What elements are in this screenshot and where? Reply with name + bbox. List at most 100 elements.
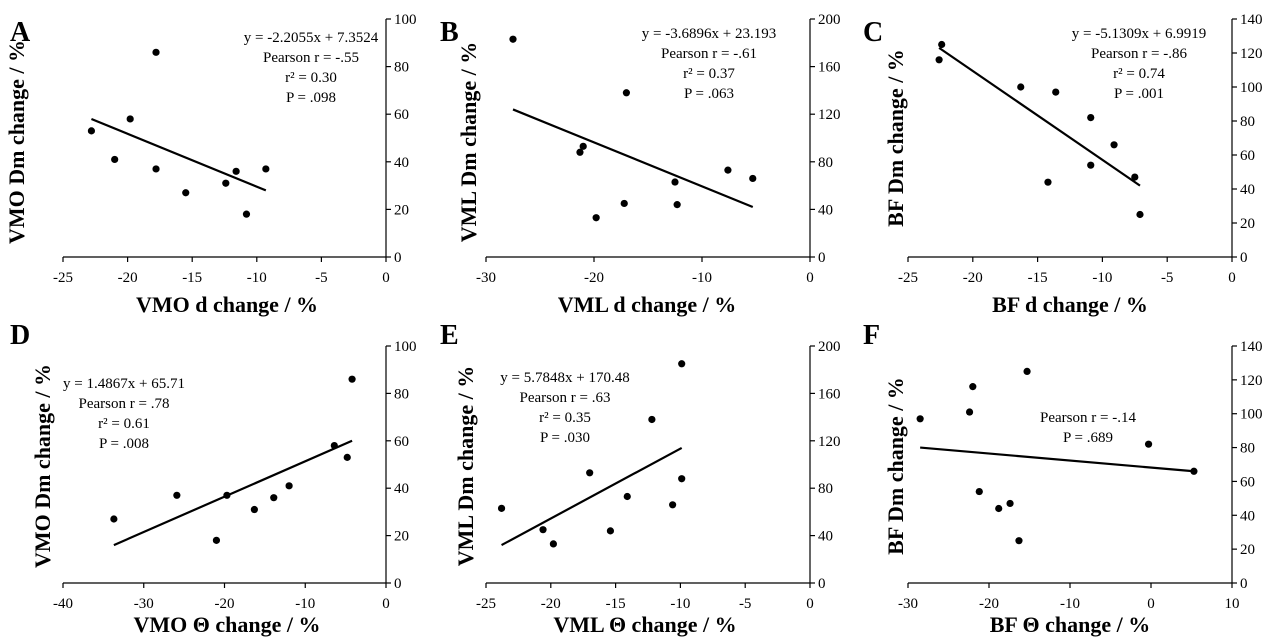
y-tick-label: 120 <box>1240 373 1263 389</box>
x-tick-label: -20 <box>584 270 604 286</box>
data-point <box>1110 141 1118 149</box>
data-point <box>242 210 251 218</box>
y-tick-label: 60 <box>1240 148 1255 164</box>
y-tick-label: 20 <box>1240 216 1255 232</box>
data-point <box>1131 173 1139 181</box>
annotation-line: Pearson r = -.14 <box>1040 410 1136 426</box>
data-point <box>1052 88 1060 96</box>
x-tick-label: -15 <box>606 596 626 612</box>
x-tick-label: 0 <box>806 596 814 612</box>
panel-letter: C <box>863 17 883 48</box>
data-point <box>622 89 631 97</box>
data-point <box>152 165 160 173</box>
panel-e: -25 -20 -15 -10 -5 00 40 80 120 160 200 y = 5.7848x… <box>440 320 841 637</box>
x-tick-label: -25 <box>53 270 73 286</box>
data-point <box>969 383 977 391</box>
data-point <box>212 536 221 544</box>
y-tick-label: 100 <box>1240 80 1263 96</box>
annotation-line: P = .063 <box>684 86 734 102</box>
y-tick-label: 40 <box>394 481 409 497</box>
y-axis-title: BF Dm change / % <box>883 377 908 555</box>
x-tick-label: -20 <box>979 596 999 612</box>
y-tick-label: 0 <box>394 250 402 266</box>
data-point <box>110 515 118 523</box>
data-point <box>671 178 679 186</box>
y-tick-label: 120 <box>818 434 841 450</box>
data-point <box>250 505 258 514</box>
annotation-line: Pearson r = -.55 <box>263 50 359 66</box>
panel-letter: F <box>863 320 880 351</box>
x-tick-label: -10 <box>1092 270 1112 286</box>
data-point <box>1015 537 1023 545</box>
panel-b: -30 -20 -10 00 40 80 120 160 200 y = -3.6896x + 2… <box>440 12 841 317</box>
data-point <box>586 469 594 477</box>
data-point <box>1044 178 1052 186</box>
x-tick-label: -15 <box>182 270 202 286</box>
data-point <box>343 453 351 461</box>
y-tick-label: 40 <box>1240 182 1255 198</box>
x-tick-label: -20 <box>215 596 235 612</box>
y-axis-title: VML Dm change / % <box>453 366 478 566</box>
data-point <box>262 165 270 173</box>
data-point <box>678 475 686 483</box>
data-point <box>497 504 506 512</box>
data-point <box>330 441 338 450</box>
panel-letter: E <box>440 320 459 351</box>
annotation-line: y = -2.2055x + 7.3524 <box>244 30 379 46</box>
x-axis-title: BF d change / % <box>992 292 1148 317</box>
annotation-line: r² = 0.61 <box>98 416 150 432</box>
trendline <box>938 46 1141 187</box>
y-tick-label: 20 <box>394 202 409 218</box>
x-tick-label: -40 <box>53 596 73 612</box>
annotation-line: Pearson r = -.86 <box>1091 46 1187 62</box>
data-point <box>223 491 231 499</box>
y-tick-label: 80 <box>394 386 409 402</box>
x-tick-label: -10 <box>670 596 690 612</box>
y-tick-label: 120 <box>1240 46 1263 62</box>
y-tick-label: 200 <box>818 12 841 28</box>
y-tick-label: 40 <box>818 529 833 545</box>
y-axis-title: VML Dm change / % <box>456 42 481 242</box>
y-axis-title: VMO Dm change / % <box>30 364 55 568</box>
x-tick-label: -30 <box>898 596 918 612</box>
data-point <box>995 504 1003 513</box>
data-point <box>232 167 240 175</box>
x-tick-label: -25 <box>476 596 496 612</box>
x-tick-label: -10 <box>295 596 315 612</box>
x-tick-label: 0 <box>382 270 390 286</box>
y-tick-label: 100 <box>394 339 417 355</box>
data-point <box>648 415 656 424</box>
panel-a: -25 -20 -15 -10 -5 00 20 40 60 80 100 y = -2.2055x … <box>4 12 417 317</box>
y-tick-label: 0 <box>394 576 402 592</box>
annotation-line: r² = 0.37 <box>683 66 735 82</box>
annotation-line: Pearson r = -.61 <box>661 46 757 62</box>
annotation-line: y = -5.1309x + 6.9919 <box>1072 26 1206 42</box>
data-point <box>222 179 230 187</box>
x-tick-label: -20 <box>963 270 983 286</box>
y-tick-label: 20 <box>394 529 409 545</box>
x-tick-label: 0 <box>1147 596 1155 612</box>
y-tick-label: 80 <box>1240 114 1255 130</box>
data-point <box>1144 440 1153 448</box>
data-point <box>348 375 356 383</box>
annotation-line: y = 5.7848x + 170.48 <box>500 370 629 386</box>
y-tick-label: 100 <box>1240 407 1263 423</box>
data-point <box>623 492 631 501</box>
y-tick-label: 140 <box>1240 12 1263 28</box>
annotation-line: r² = 0.30 <box>285 70 337 86</box>
x-tick-label: -30 <box>476 270 496 286</box>
data-point <box>938 40 946 49</box>
x-tick-label: -15 <box>1028 270 1048 286</box>
panel-letter: A <box>10 17 31 48</box>
data-point <box>1087 161 1095 169</box>
annotation-line: Pearson r = .63 <box>520 390 611 406</box>
y-tick-label: 120 <box>818 107 841 123</box>
data-point <box>965 408 974 416</box>
data-point <box>749 174 757 183</box>
x-tick-label: 0 <box>806 270 814 286</box>
x-tick-label: -30 <box>134 596 154 612</box>
data-point <box>126 115 134 123</box>
x-tick-label: -20 <box>541 596 561 612</box>
data-point <box>173 491 181 499</box>
